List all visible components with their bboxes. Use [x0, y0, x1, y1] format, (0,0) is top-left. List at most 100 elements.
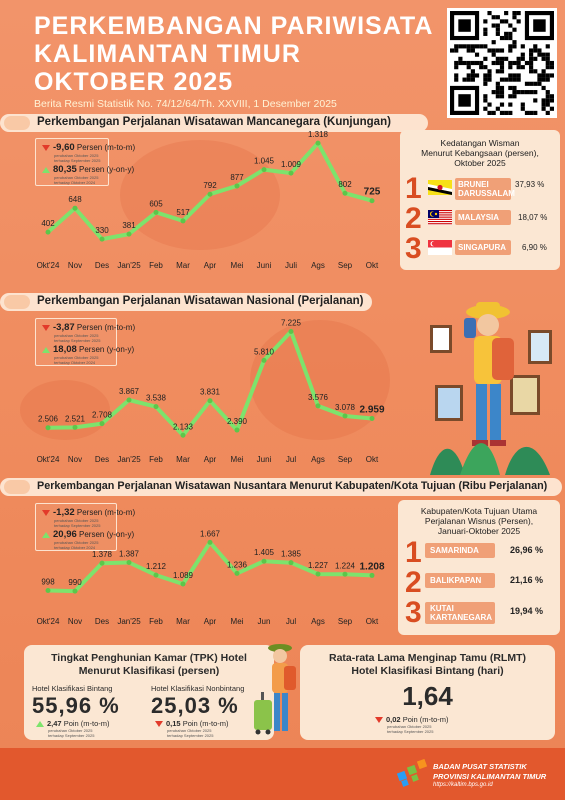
tpk-bintang-label: Hotel Klasifikasi Bintang [32, 684, 113, 693]
wisman-mtm-value: -9,60 [53, 142, 75, 153]
qr-module [483, 98, 488, 103]
qr-module [491, 90, 496, 95]
x-tick-label: Mar [176, 455, 190, 464]
qr-module [499, 35, 505, 41]
wisman-stat-box: -9,60 Persen (m-to-m) perubahan Oktober … [35, 138, 135, 186]
qr-module [508, 94, 513, 99]
data-label: 802 [338, 180, 352, 189]
bps-logo-icon[interactable] [396, 756, 428, 788]
x-tick-label: Ags [311, 455, 325, 464]
data-label: 1.387 [119, 550, 140, 559]
qr-module [499, 90, 505, 95]
data-point [72, 205, 78, 211]
data-point [126, 397, 132, 403]
qr-module [466, 77, 471, 82]
decorative-blob [250, 320, 390, 440]
qr-module [512, 94, 517, 99]
down-arrow-icon [375, 717, 383, 724]
qr-module [483, 44, 488, 49]
qr-module [516, 90, 521, 95]
qr-module [524, 60, 530, 66]
rank-bar [425, 543, 495, 558]
x-tick-label: Jan'25 [117, 455, 141, 464]
qr-module [499, 69, 505, 74]
x-tick-label: Okt [366, 261, 379, 270]
x-tick-label: Des [95, 455, 109, 464]
tpk-bintang-change-label: Poin (m-to-m) [63, 719, 110, 728]
qr-module [499, 48, 505, 53]
x-tick-label: Okt'24 [37, 455, 60, 464]
data-label: 1.212 [146, 562, 167, 571]
x-tick-label: Jun [258, 617, 271, 626]
qr-module [483, 56, 488, 61]
qr-module [529, 81, 534, 86]
qr-module [504, 31, 509, 36]
page-subtitle: Berita Resmi Statistik No. 74/12/64/Th. … [34, 98, 337, 110]
qr-module [541, 52, 546, 57]
qr-module [545, 65, 550, 70]
rank-bar [425, 602, 495, 624]
rlmt-change: 0,02 [386, 715, 401, 724]
qr-module [537, 77, 542, 82]
wisnus-yoy-value: 20,96 [53, 529, 77, 540]
qr-module [529, 110, 534, 115]
x-tick-label: Mei [231, 617, 244, 626]
qr-module [516, 73, 521, 78]
qr-module [483, 77, 488, 82]
rlmt-note: perubahan Oktober 2025 [387, 724, 432, 729]
qr-module [483, 31, 488, 36]
wisnas-section-title: Perkembangan Perjalanan Wisatawan Nasion… [37, 295, 364, 307]
rank-name: MALAYSIA [458, 213, 500, 222]
rank-number: 2 [405, 202, 422, 235]
page-title-line-1: PERKEMBANGAN PARIWISATA [34, 12, 434, 40]
qr-finder [533, 19, 546, 32]
rank-number: 1 [405, 536, 422, 569]
qr-module [545, 102, 550, 107]
qr-code-icon[interactable] [447, 8, 557, 118]
qr-module [470, 48, 475, 53]
qr-module [499, 65, 505, 70]
data-label: 1.089 [173, 571, 194, 580]
qr-module [508, 73, 513, 78]
qr-module [520, 56, 525, 61]
qr-module [450, 48, 455, 53]
qr-module [508, 65, 513, 70]
tpk-bintang-note: terhadap September 2025 [48, 733, 95, 738]
wisnas-yoy-note: terhadap Oktober 2024 [54, 360, 96, 365]
qr-module [541, 106, 546, 111]
qr-module [499, 110, 505, 115]
qr-module [541, 73, 546, 78]
qr-module [508, 48, 513, 53]
qr-module [495, 81, 500, 86]
rank-value: 21,16 % [510, 575, 544, 585]
qr-module [533, 110, 538, 115]
qr-module [491, 23, 496, 28]
footer-url-link[interactable]: https://kaltim.bps.go.id [433, 782, 493, 788]
qr-module [549, 98, 554, 103]
x-tick-label: Feb [149, 261, 163, 270]
qr-module [516, 65, 521, 70]
tpk-bintang-change: 2,47 [47, 719, 62, 728]
qr-module [545, 94, 550, 99]
wisnas-yoy-label: Persen (y-on-y) [79, 345, 135, 354]
down-arrow-icon [155, 721, 163, 728]
up-arrow-icon [42, 346, 50, 353]
data-label: 3.831 [200, 388, 221, 397]
data-point [126, 560, 132, 566]
x-tick-label: Okt'24 [37, 617, 60, 626]
wisnus-mtm-note: perubahan Oktober 2025 [54, 518, 99, 523]
qr-module [537, 52, 542, 57]
qr-module [491, 52, 496, 57]
qr-module [516, 56, 521, 61]
section-title-pill [0, 114, 428, 132]
rank-number: 1 [405, 172, 422, 205]
rank-bar [455, 178, 511, 200]
qr-module [516, 11, 521, 16]
tpk-nonbintang-note: perubahan Oktober 2025 [167, 728, 212, 733]
data-point [153, 404, 159, 410]
qr-module [499, 56, 505, 61]
qr-module [495, 31, 500, 36]
data-label: 3.538 [146, 394, 167, 403]
x-tick-label: Feb [149, 455, 163, 464]
x-tick-label: Okt'24 [37, 261, 60, 270]
